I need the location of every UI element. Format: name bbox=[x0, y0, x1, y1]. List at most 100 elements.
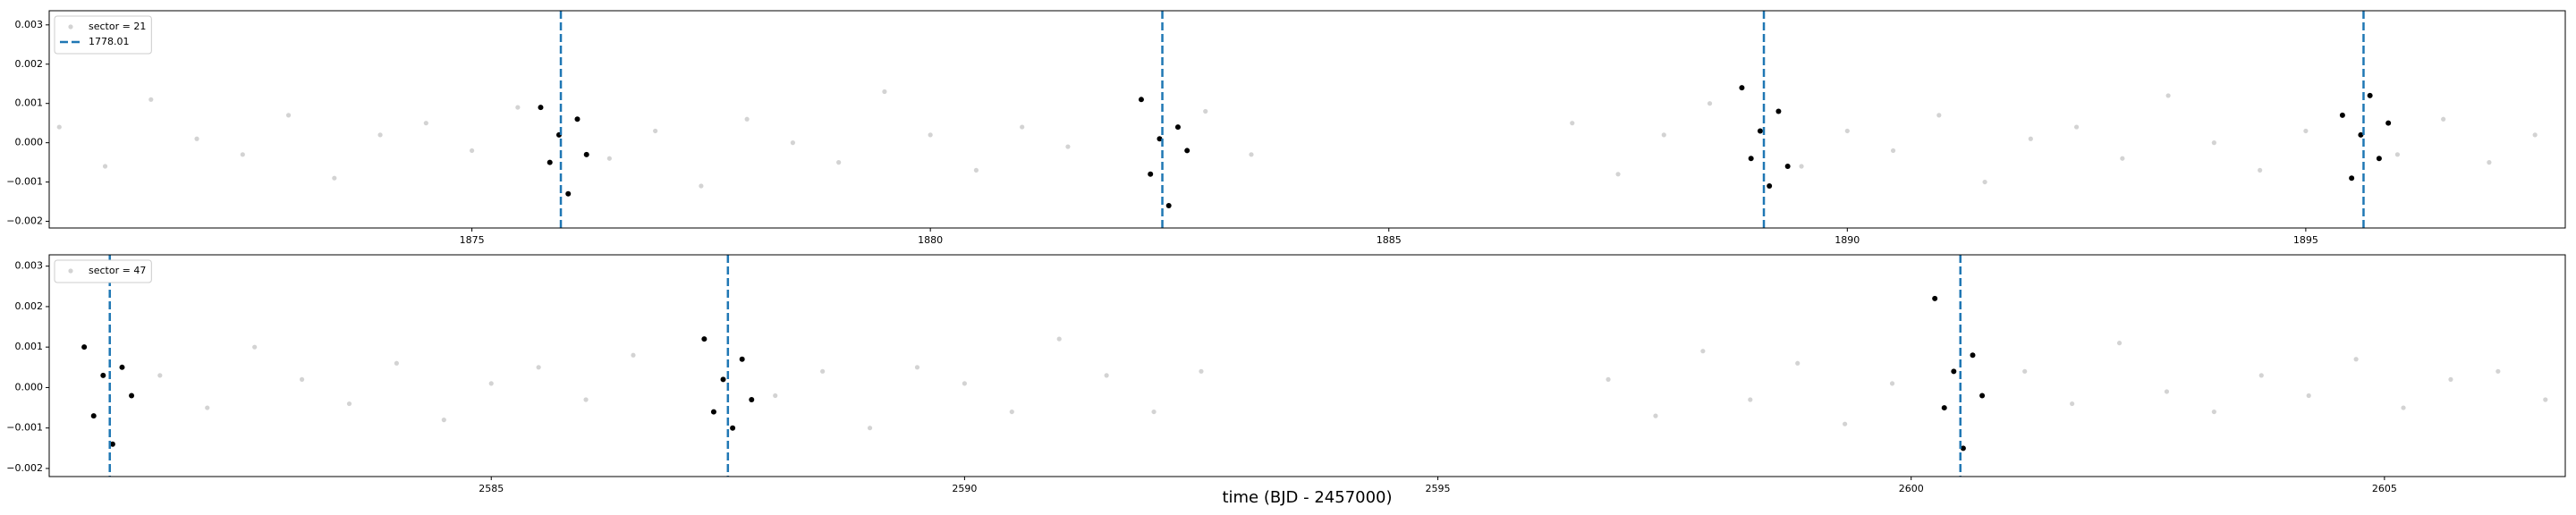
data-point bbox=[701, 336, 708, 342]
data-point bbox=[583, 151, 589, 157]
y-tick-label: −0.001 bbox=[6, 176, 43, 188]
data-point bbox=[157, 373, 163, 378]
data-point bbox=[2022, 368, 2028, 374]
data-point bbox=[1941, 405, 1947, 411]
data-point bbox=[2358, 131, 2364, 138]
data-point bbox=[515, 105, 521, 110]
data-point bbox=[2306, 393, 2311, 399]
data-point bbox=[2211, 140, 2216, 146]
data-point bbox=[547, 159, 553, 165]
data-point bbox=[2164, 389, 2170, 394]
data-point bbox=[1249, 152, 1254, 157]
legend-label: sector = 47 bbox=[89, 265, 146, 276]
data-point bbox=[710, 409, 716, 415]
x-tick-label: 2595 bbox=[1426, 483, 1451, 494]
data-point bbox=[1970, 352, 1976, 359]
data-point bbox=[1199, 368, 1204, 374]
legend-box bbox=[54, 259, 152, 283]
data-point bbox=[1104, 373, 1109, 378]
data-point bbox=[653, 128, 658, 134]
x-tick-label: 1875 bbox=[460, 234, 485, 246]
data-point bbox=[2303, 128, 2309, 134]
data-point bbox=[2258, 167, 2263, 173]
data-point bbox=[1174, 124, 1181, 131]
data-point bbox=[1138, 97, 1144, 103]
data-point bbox=[2367, 92, 2373, 98]
legend-box bbox=[54, 15, 152, 55]
data-point bbox=[1757, 128, 1763, 134]
data-point bbox=[2073, 124, 2080, 130]
data-point bbox=[1707, 101, 1713, 106]
data-point bbox=[252, 344, 258, 350]
data-point bbox=[1653, 413, 1658, 418]
data-point bbox=[1951, 368, 1957, 375]
data-point bbox=[962, 381, 967, 386]
y-tick-label: 0.001 bbox=[15, 341, 44, 352]
data-point bbox=[867, 426, 873, 431]
data-point bbox=[205, 405, 210, 410]
data-point bbox=[2258, 373, 2264, 378]
y-tick-label: 0.000 bbox=[15, 381, 44, 393]
data-point bbox=[2376, 156, 2382, 162]
data-point bbox=[720, 376, 726, 383]
data-point bbox=[744, 116, 750, 122]
data-point bbox=[2339, 112, 2345, 118]
data-point bbox=[1056, 336, 1062, 342]
data-point bbox=[914, 365, 920, 370]
data-point bbox=[699, 183, 704, 189]
x-axis-label: time (BJD - 2457000) bbox=[1222, 488, 1392, 507]
data-point bbox=[739, 356, 745, 362]
data-point bbox=[583, 397, 589, 402]
data-point bbox=[1606, 376, 1611, 382]
data-point bbox=[1065, 144, 1071, 149]
data-point bbox=[1151, 409, 1157, 415]
data-point bbox=[1890, 148, 1896, 154]
data-point bbox=[299, 376, 305, 382]
data-point bbox=[2532, 132, 2538, 138]
data-point bbox=[1844, 128, 1850, 134]
data-point bbox=[2116, 341, 2123, 346]
y-tick-label: −0.001 bbox=[6, 422, 43, 434]
x-tick-label: 1885 bbox=[1377, 234, 1402, 246]
data-point bbox=[56, 124, 62, 130]
data-point bbox=[194, 136, 199, 141]
data-point bbox=[377, 132, 383, 138]
data-point bbox=[100, 372, 106, 378]
x-tick-label: 2600 bbox=[1899, 483, 1924, 494]
x-tick-label: 1880 bbox=[918, 234, 943, 246]
data-point bbox=[928, 132, 933, 138]
data-point bbox=[1661, 132, 1666, 138]
axes-frame bbox=[48, 254, 2566, 477]
data-point bbox=[148, 97, 154, 102]
data-point bbox=[346, 401, 352, 407]
legend-label: sector = 21 bbox=[89, 21, 146, 32]
data-point bbox=[2441, 116, 2446, 122]
data-point bbox=[1748, 397, 1753, 402]
data-point bbox=[1784, 164, 1791, 170]
data-point bbox=[81, 344, 88, 350]
legend-marker bbox=[68, 24, 73, 30]
y-tick-label: 0.000 bbox=[15, 137, 44, 148]
y-tick-label: 0.003 bbox=[15, 260, 44, 272]
data-point bbox=[1889, 381, 1895, 386]
data-point bbox=[441, 418, 446, 423]
axes-frame bbox=[48, 10, 2566, 229]
x-tick-label: 2605 bbox=[2372, 483, 2397, 494]
data-point bbox=[631, 352, 636, 358]
data-point bbox=[488, 381, 494, 386]
data-point bbox=[469, 148, 475, 154]
data-point bbox=[1936, 113, 1942, 118]
data-point bbox=[2448, 376, 2453, 382]
data-point bbox=[1148, 171, 1154, 177]
data-point bbox=[2211, 409, 2216, 415]
data-point bbox=[1982, 179, 1987, 185]
data-point bbox=[2349, 175, 2355, 182]
data-point bbox=[882, 89, 887, 95]
data-point bbox=[1932, 295, 1938, 301]
data-point bbox=[1165, 202, 1172, 208]
legend-label: 1778.01 bbox=[89, 36, 130, 47]
y-tick-label: −0.002 bbox=[6, 215, 43, 227]
data-point bbox=[606, 156, 612, 161]
data-point bbox=[1843, 421, 1848, 426]
